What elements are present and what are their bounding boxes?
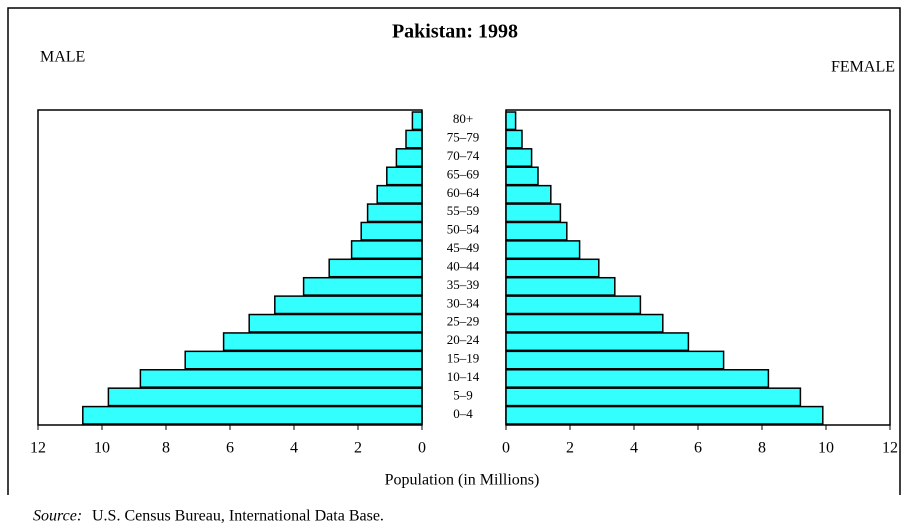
chart-title: Pakistan: 1998 — [392, 21, 518, 43]
bar — [302, 276, 423, 296]
x-tick-label: 6 — [694, 440, 702, 457]
bar — [505, 148, 533, 167]
bar — [411, 111, 423, 131]
legend-female: FEMALE — [831, 59, 895, 76]
bar — [360, 221, 423, 241]
source-label: Source: — [33, 508, 82, 525]
x-tick-label: 2 — [354, 440, 362, 457]
bar — [395, 148, 423, 167]
bar — [376, 184, 423, 204]
x-axis-label: Population (in Millions) — [385, 472, 540, 489]
category-label: 25–29 — [447, 314, 480, 329]
category-label: 70–74 — [447, 148, 480, 163]
category-label: 35–39 — [447, 277, 480, 292]
bar — [505, 166, 539, 186]
bar — [328, 258, 423, 278]
source-text: U.S. Census Bureau, International Data B… — [92, 508, 384, 525]
category-label: 60–64 — [447, 185, 480, 200]
x-tick-label: 2 — [566, 440, 574, 457]
bar — [505, 332, 690, 352]
category-label: 75–79 — [447, 130, 480, 145]
category-label: 80+ — [453, 111, 473, 126]
category-label: 20–24 — [447, 332, 480, 347]
bar — [222, 332, 423, 352]
bar — [505, 203, 562, 223]
bar — [505, 295, 642, 315]
bar — [274, 295, 423, 315]
bar — [505, 111, 517, 131]
x-tick-label: 4 — [630, 440, 638, 457]
bar — [82, 405, 423, 425]
bar — [505, 258, 600, 278]
bar — [505, 369, 770, 388]
bar — [505, 221, 568, 241]
category-label: 65–69 — [447, 166, 480, 181]
bar — [505, 129, 523, 149]
category-label: 50–54 — [447, 222, 480, 237]
legend-male: MALE — [40, 49, 85, 66]
bar — [139, 369, 423, 388]
bar — [505, 313, 664, 333]
bar — [184, 350, 423, 370]
category-label: 5–9 — [453, 387, 473, 402]
category-label: 10–14 — [447, 369, 480, 384]
bar — [366, 203, 423, 223]
x-tick-label: 8 — [162, 440, 170, 457]
bar — [405, 129, 423, 149]
bar — [505, 184, 552, 204]
x-tick-label: 12 — [882, 440, 898, 457]
x-tick-label: 12 — [30, 440, 46, 457]
category-label: 30–34 — [447, 295, 480, 310]
x-tick-label: 6 — [226, 440, 234, 457]
x-tick-label: 0 — [418, 440, 426, 457]
bar — [107, 387, 423, 407]
bar — [386, 166, 423, 186]
bar — [505, 405, 824, 425]
x-tick-label: 4 — [290, 440, 298, 457]
bar — [505, 387, 802, 407]
x-tick-label: 8 — [758, 440, 766, 457]
category-label: 0–4 — [453, 406, 473, 421]
x-tick-label: 10 — [94, 440, 110, 457]
frame — [7, 7, 901, 495]
category-label: 15–19 — [447, 351, 480, 366]
category-label: 45–49 — [447, 240, 480, 255]
bar — [505, 350, 725, 370]
category-label: 40–44 — [447, 258, 480, 273]
category-label: 55–59 — [447, 203, 480, 218]
bar — [505, 276, 616, 296]
x-tick-label: 10 — [818, 440, 834, 457]
x-tick-label: 0 — [502, 440, 510, 457]
bar — [248, 313, 423, 333]
bar — [350, 240, 423, 260]
bar — [505, 240, 581, 260]
